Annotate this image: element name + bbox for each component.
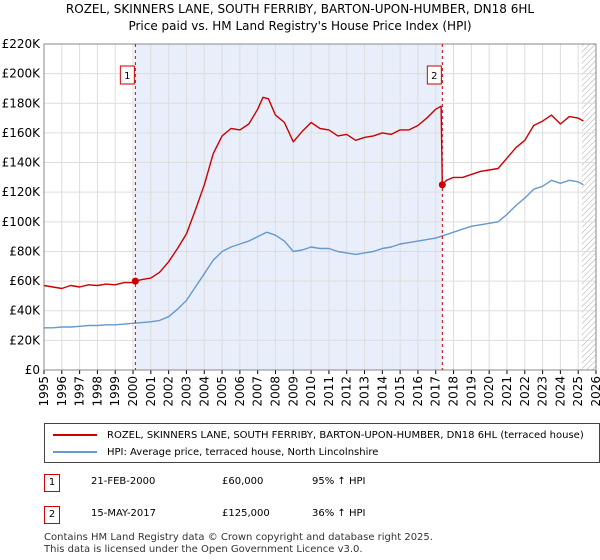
y-tick-label: £20K [9, 333, 41, 347]
x-tick-label: 2025 [571, 376, 585, 407]
x-tick-label: 2004 [197, 376, 211, 407]
y-tick-label: £80K [9, 244, 41, 258]
y-tick-label: £180K [2, 96, 42, 110]
sale-row: 1 21-FEB-2000 £60,000 95% ↑ HPI [44, 474, 564, 494]
sale-marker-badge [119, 65, 135, 85]
hpi-line [44, 179, 584, 329]
future-hatch [581, 44, 596, 370]
legend-item-hpi: HPI: Average price, terraced house, Nort… [53, 444, 378, 460]
chart-subtitle: Price paid vs. HM Land Registry's House … [128, 19, 472, 33]
x-tick-label: 2002 [162, 376, 176, 407]
sale-date: 15-MAY-2017 [91, 508, 157, 519]
footer-copyright: Contains HM Land Registry data © Crown c… [44, 532, 433, 543]
x-tick-label: 2014 [375, 376, 389, 407]
y-tick-label: £0 [25, 363, 40, 377]
x-tick-label: 2012 [340, 376, 354, 407]
x-tick-label: 2019 [464, 376, 478, 407]
chart-title: ROZEL, SKINNERS LANE, SOUTH FERRIBY, BAR… [65, 2, 535, 16]
sale-marker-label: 2 [431, 71, 437, 82]
sale-price: £125,000 [222, 508, 270, 519]
x-tick-label: 2022 [518, 376, 532, 407]
sale-marker-label: 1 [124, 71, 130, 82]
x-tick-label: 1998 [90, 376, 104, 407]
sale-badge: 1 [44, 474, 60, 492]
sale-hpi: 95% ↑ HPI [312, 476, 366, 487]
x-tick-label: 1996 [55, 376, 69, 407]
sale-hpi: 36% ↑ HPI [312, 508, 366, 519]
x-tick-label: 2026 [589, 376, 600, 407]
x-tick-label: 2024 [553, 376, 567, 407]
sale-price: £60,000 [222, 476, 264, 487]
x-tick-label: 2000 [126, 376, 140, 407]
x-tick-label: 2021 [500, 376, 514, 407]
sale-marker-badge [426, 65, 442, 85]
x-tick-label: 1995 [37, 376, 51, 407]
y-tick-label: £100K [2, 215, 42, 229]
x-tick-label: 2007 [251, 376, 265, 407]
legend-item-property: ROZEL, SKINNERS LANE, SOUTH FERRIBY, BAR… [53, 427, 584, 443]
x-tick-label: 2023 [536, 376, 550, 407]
x-tick-label: 2018 [447, 376, 461, 407]
x-tick-label: 1997 [73, 376, 87, 407]
legend: ROZEL, SKINNERS LANE, SOUTH FERRIBY, BAR… [44, 423, 600, 463]
price-chart: £0 £20K £40K £60K £80K £100K £120K £140K £160K £1… [2, 37, 600, 407]
x-tick-label: 2011 [322, 376, 336, 407]
sale-badge: 2 [44, 506, 60, 524]
x-tick-label: 2009 [286, 376, 300, 407]
footer-licence: This data is licensed under the Open Gov… [44, 544, 363, 555]
y-tick-label: £120K [2, 185, 42, 199]
x-tick-label: 2005 [215, 376, 229, 407]
x-tick-label: 1999 [108, 376, 122, 407]
y-tick-label: £140K [2, 156, 42, 170]
x-tick-label: 2020 [482, 376, 496, 407]
sale-point [438, 181, 446, 189]
y-tick-label: £160K [2, 126, 42, 140]
y-tick-label: £200K [2, 67, 42, 81]
x-tick-label: 2008 [268, 376, 282, 407]
x-tick-label: 2017 [429, 376, 443, 407]
ownership-shade [135, 44, 443, 370]
sale-date: 21-FEB-2000 [91, 476, 156, 487]
x-tick-label: 2003 [179, 376, 193, 407]
legend-label-hpi: HPI: Average price, terraced house, Nort… [107, 446, 379, 458]
y-tick-label: £220K [2, 37, 42, 51]
sale-row: 2 15-MAY-2017 £125,000 36% ↑ HPI [44, 506, 564, 526]
x-tick-label: 2010 [304, 376, 318, 407]
legend-label-property: ROZEL, SKINNERS LANE, SOUTH FERRIBY, BAR… [107, 429, 584, 441]
x-tick-label: 2016 [411, 376, 425, 407]
legend-swatch-hpi [53, 451, 97, 453]
sale-point [131, 277, 139, 285]
plot-frame [43, 43, 597, 371]
y-tick-label: £40K [9, 304, 41, 318]
x-tick-label: 2015 [393, 376, 407, 407]
x-tick-label: 2006 [233, 376, 247, 407]
legend-swatch-property [53, 434, 97, 436]
x-tick-label: 2013 [358, 376, 372, 407]
y-tick-label: £60K [9, 274, 41, 288]
x-tick-label: 2001 [144, 376, 158, 407]
